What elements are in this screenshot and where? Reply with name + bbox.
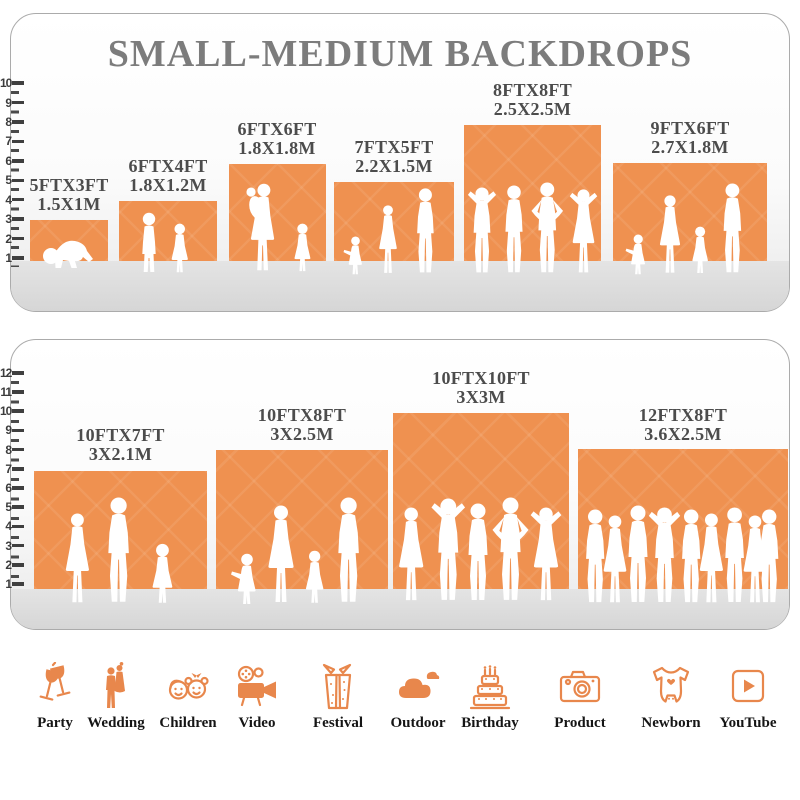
size-ft: 10FTX7FT xyxy=(76,425,165,445)
silhouette-four-adults xyxy=(467,182,597,273)
category-label: Children xyxy=(159,715,217,731)
size-m: 3X2.5M xyxy=(270,424,334,444)
size-ft: 12FTX8FT xyxy=(638,405,728,425)
silhouette-crawling-baby xyxy=(43,240,93,268)
size-ft: 10FTX8FT xyxy=(257,405,347,425)
backdrop-rect-10x10 xyxy=(393,413,569,601)
product-icon xyxy=(559,670,601,703)
backdrop-rect-7x5 xyxy=(334,182,454,275)
size-label: 12FTX8FT 3.6X2.5M xyxy=(578,406,788,444)
ruler-tick: 12 xyxy=(0,366,26,380)
category-label: Outdoor xyxy=(390,715,446,731)
backdrop-rect-10x7 xyxy=(34,471,207,603)
silhouette-family-of-four xyxy=(625,183,742,275)
wedding-icon xyxy=(106,662,125,708)
category-label: Video xyxy=(238,715,276,731)
ruler-tick: 1 xyxy=(0,577,26,591)
size-ft: 8FTX8FT xyxy=(492,80,573,100)
size-ft: 6FTX4FT xyxy=(128,156,208,176)
floor-strip xyxy=(11,261,789,311)
newborn-icon xyxy=(652,666,690,703)
category-wedding: Wedding xyxy=(78,662,154,732)
size-m: 3X2.1M xyxy=(88,444,153,464)
silhouette-family-of-three xyxy=(343,188,434,275)
category-outdoor: Outdoor xyxy=(380,662,456,732)
size-ft: 9FTX6FT xyxy=(650,118,730,138)
medium-backdrops-panel: 10FTX7FT 3X2.1M 10FTX8FT 3X2.5M 1 xyxy=(10,339,790,630)
backdrop-rect-6x6 xyxy=(229,164,326,272)
category-video: Video xyxy=(219,662,295,732)
youtube-icon xyxy=(731,669,765,703)
size-label: 8FTX8FT 2.5X2.5M xyxy=(464,81,601,119)
outdoor-icon xyxy=(399,671,440,698)
page-title: SMALL-MEDIUM BACKDROPS xyxy=(107,33,693,75)
size-label: 6FTX6FT 1.8X1.8M xyxy=(222,120,332,158)
backdrop-rect-9x6 xyxy=(613,163,767,275)
silhouette-mother-and-girl xyxy=(245,183,310,272)
backdrop-rect-12x8 xyxy=(578,449,788,603)
size-label: 10FTX10FT 3X3M xyxy=(393,369,569,407)
size-m: 3X3M xyxy=(456,387,506,407)
category-label: Festival xyxy=(313,715,363,731)
category-label: Party xyxy=(37,715,73,731)
backdrop-rect-8x8 xyxy=(464,125,601,273)
size-m: 2.5X2.5M xyxy=(493,99,572,119)
category-label: Birthday xyxy=(461,715,519,731)
backdrop-rect-10x8 xyxy=(216,450,388,604)
size-m: 3.6X2.5M xyxy=(644,424,722,444)
size-ft: 5FTX3FT xyxy=(29,175,109,195)
size-m: 2.7X1.8M xyxy=(651,137,729,157)
party-icon xyxy=(39,662,71,701)
size-m: 1.8X1.8M xyxy=(238,138,316,158)
small-backdrops-panel: SMALL-MEDIUM BACKDROPS 5FTX3FT 1.5X1M 6F… xyxy=(10,13,790,312)
silhouette-three-people xyxy=(65,497,172,603)
category-label: Newborn xyxy=(641,715,701,731)
size-label: 7FTX5FT 2.2X1.5M xyxy=(334,138,454,176)
festival-icon xyxy=(322,663,352,710)
category-label: Wedding xyxy=(87,715,145,731)
size-m: 1.5X1M xyxy=(37,194,101,214)
silhouette-family-holding-hands xyxy=(231,497,359,604)
ruler-minor-ticks xyxy=(11,91,19,267)
category-newborn: Newborn xyxy=(633,662,709,732)
size-label: 6FTX4FT 1.8X1.2M xyxy=(113,157,223,195)
video-icon xyxy=(237,665,276,707)
category-party: Party xyxy=(17,662,93,732)
ruler-tick: 10 xyxy=(0,76,26,90)
size-label: 10FTX7FT 3X2.1M xyxy=(34,426,207,464)
silhouette-five-adults xyxy=(399,497,562,601)
category-product: Product xyxy=(542,662,618,732)
backdrop-rect-5x3 xyxy=(30,220,108,268)
size-ft: 6FTX6FT xyxy=(237,119,317,139)
size-ft: 7FTX5FT xyxy=(354,137,434,157)
silhouette-group-of-nine xyxy=(586,505,779,603)
ruler-minor-ticks xyxy=(11,381,19,583)
size-label: 9FTX6FT 2.7X1.8M xyxy=(613,119,767,157)
size-m: 1.8X1.2M xyxy=(129,175,207,195)
category-youtube: YouTube xyxy=(710,662,786,732)
size-m: 2.2X1.5M xyxy=(355,156,433,176)
size-label: 5FTX3FT 1.5X1M xyxy=(24,176,114,214)
silhouette-two-children xyxy=(142,212,188,273)
size-label: 10FTX8FT 3X2.5M xyxy=(216,406,388,444)
category-label: YouTube xyxy=(719,715,777,731)
backdrop-rect-6x4 xyxy=(119,201,217,273)
category-festival: Festival xyxy=(300,662,376,732)
children-icon xyxy=(168,673,209,700)
birthday-icon xyxy=(469,665,511,710)
size-ft: 10FTX10FT xyxy=(432,368,530,388)
category-label: Product xyxy=(554,715,606,731)
category-children: Children xyxy=(150,662,226,732)
category-birthday: Birthday xyxy=(452,662,528,732)
